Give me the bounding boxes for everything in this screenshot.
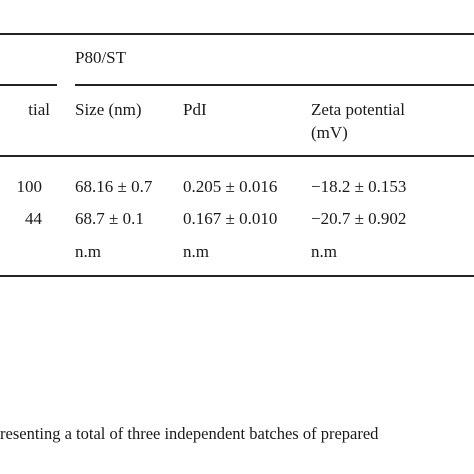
table-cell: 68.16 ± 0.7 (75, 177, 153, 196)
footnote: resenting a total of three independent b… (0, 424, 379, 443)
top-rule (0, 33, 474, 35)
table-cell: 44 (25, 209, 42, 228)
group-rule (75, 84, 474, 86)
table-cell: −20.7 ± 0.902 (311, 209, 407, 228)
column-header: (mV) (311, 123, 348, 142)
column-header: PdI (183, 100, 207, 119)
header-rule (0, 155, 474, 157)
bottom-rule (0, 275, 474, 277)
column-header: Size (nm) (75, 100, 142, 119)
group-rule (0, 84, 57, 86)
table-cell: n.m (75, 242, 101, 261)
column-header: Zeta potential (311, 100, 405, 119)
table-cell: 0.167 ± 0.010 (183, 209, 278, 228)
table-cell: n.m (311, 242, 337, 261)
table-cell: 0.205 ± 0.016 (183, 177, 278, 196)
column-header: tial (28, 100, 50, 119)
table-cell: 100 (16, 177, 43, 196)
table-cell: n.m (183, 242, 209, 261)
group-header: P80/ST (75, 48, 127, 67)
table-cell: 68.7 ± 0.1 (75, 209, 144, 228)
table-cell: −18.2 ± 0.153 (311, 177, 407, 196)
